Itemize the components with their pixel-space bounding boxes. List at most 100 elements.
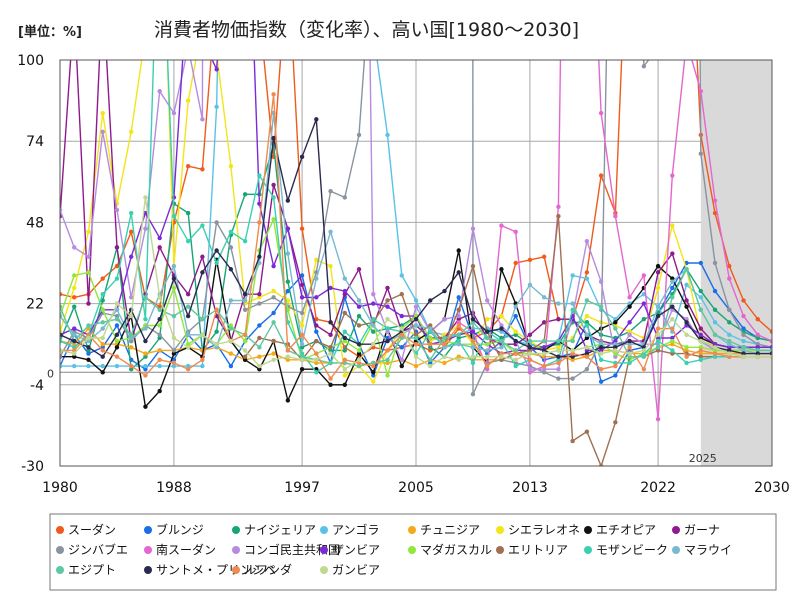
series-point bbox=[171, 195, 177, 200]
series-point bbox=[129, 254, 134, 259]
series-point bbox=[698, 338, 703, 344]
series-point bbox=[328, 345, 333, 350]
series-point bbox=[371, 342, 376, 347]
series-point bbox=[727, 276, 732, 281]
series-point bbox=[456, 270, 461, 275]
x-tick-label: 2022 bbox=[640, 480, 676, 496]
series-point bbox=[655, 304, 661, 309]
series-point bbox=[371, 373, 376, 378]
series-point bbox=[399, 326, 404, 331]
series-point bbox=[698, 357, 703, 363]
series-point bbox=[541, 295, 547, 300]
series-point bbox=[513, 338, 518, 344]
legend-item: サントメ・プリンシペ bbox=[144, 563, 276, 577]
legend-marker bbox=[672, 526, 680, 534]
series-point bbox=[186, 45, 190, 49]
series-point bbox=[613, 348, 618, 353]
series-point bbox=[541, 345, 547, 350]
series-point bbox=[114, 354, 120, 359]
series-point bbox=[598, 342, 604, 347]
series-point bbox=[570, 376, 575, 381]
series-point bbox=[755, 345, 760, 350]
series-point bbox=[385, 285, 390, 291]
series-point bbox=[328, 263, 333, 269]
series-point bbox=[157, 388, 162, 394]
series-point bbox=[356, 304, 362, 309]
y-tick-label: 74 bbox=[26, 134, 44, 150]
series-point bbox=[456, 307, 461, 313]
x-tick-label: 2005 bbox=[398, 480, 434, 496]
x-tick-label: 2013 bbox=[512, 480, 548, 496]
series-point bbox=[485, 354, 490, 359]
series-point bbox=[584, 270, 590, 275]
series-point bbox=[257, 220, 262, 225]
series-point bbox=[157, 357, 162, 363]
series-point bbox=[527, 282, 533, 288]
series-point bbox=[342, 329, 347, 334]
series-point bbox=[100, 363, 105, 369]
series-point bbox=[456, 335, 461, 341]
series-point bbox=[670, 335, 675, 341]
series-point bbox=[570, 301, 575, 306]
series-point bbox=[86, 363, 91, 369]
series-point bbox=[299, 345, 305, 350]
series-point bbox=[100, 307, 105, 313]
series-point bbox=[527, 257, 533, 263]
series-point bbox=[613, 320, 618, 325]
series-point bbox=[698, 332, 703, 338]
legend-label: ガーナ bbox=[684, 523, 720, 537]
series-point bbox=[314, 370, 319, 375]
legend-marker bbox=[496, 546, 504, 554]
series-point bbox=[556, 213, 561, 219]
series-point bbox=[185, 304, 191, 309]
series-point bbox=[314, 257, 319, 263]
series-point bbox=[200, 332, 205, 338]
series-point bbox=[428, 357, 433, 363]
series-point bbox=[129, 335, 134, 341]
legend-item: ガンビア bbox=[320, 563, 380, 577]
series-point bbox=[513, 332, 518, 338]
series-point bbox=[342, 366, 347, 372]
series-point bbox=[428, 363, 433, 369]
series-point bbox=[655, 345, 661, 350]
series-point bbox=[242, 307, 248, 313]
series-point bbox=[584, 276, 590, 281]
series-point bbox=[670, 348, 675, 353]
series-point bbox=[299, 351, 305, 356]
series-point bbox=[456, 317, 461, 322]
series-point bbox=[499, 326, 504, 331]
series-point bbox=[499, 329, 504, 334]
series-point bbox=[627, 295, 632, 300]
x-tick-label: 1997 bbox=[284, 480, 320, 496]
series-point bbox=[698, 348, 703, 353]
series-point bbox=[428, 323, 433, 328]
legend-label: エジプト bbox=[68, 563, 116, 577]
series-point bbox=[627, 329, 632, 334]
series-point bbox=[157, 245, 162, 250]
series-point bbox=[200, 357, 205, 363]
series-point bbox=[598, 279, 604, 284]
series-point bbox=[556, 317, 561, 322]
series-point bbox=[698, 295, 703, 300]
series-point bbox=[129, 129, 134, 135]
series-point bbox=[470, 329, 476, 334]
x-tick-label: 2030 bbox=[754, 480, 790, 496]
series-point bbox=[684, 304, 689, 309]
series-point bbox=[727, 342, 732, 347]
series-point bbox=[613, 373, 618, 378]
series-point bbox=[60, 332, 63, 338]
legend: スーダン ブルンジ ナイジェリア アンゴラ チュニジア シエラレオネ エチオピア ガーナジンバ… bbox=[49, 513, 777, 591]
series-point bbox=[257, 292, 262, 297]
series-point bbox=[598, 357, 604, 363]
series-point bbox=[769, 338, 772, 344]
series-point bbox=[741, 351, 746, 356]
series-point bbox=[299, 154, 305, 160]
series-point bbox=[200, 167, 205, 172]
chart-title: 消費者物価指数（変化率）、高い国[1980〜2030] bbox=[154, 19, 579, 41]
series-point bbox=[584, 366, 590, 372]
series-point bbox=[513, 260, 518, 266]
series-point bbox=[698, 260, 703, 266]
series-point bbox=[741, 332, 746, 338]
series-point bbox=[271, 338, 276, 344]
y-tick-label: 22 bbox=[26, 297, 44, 313]
